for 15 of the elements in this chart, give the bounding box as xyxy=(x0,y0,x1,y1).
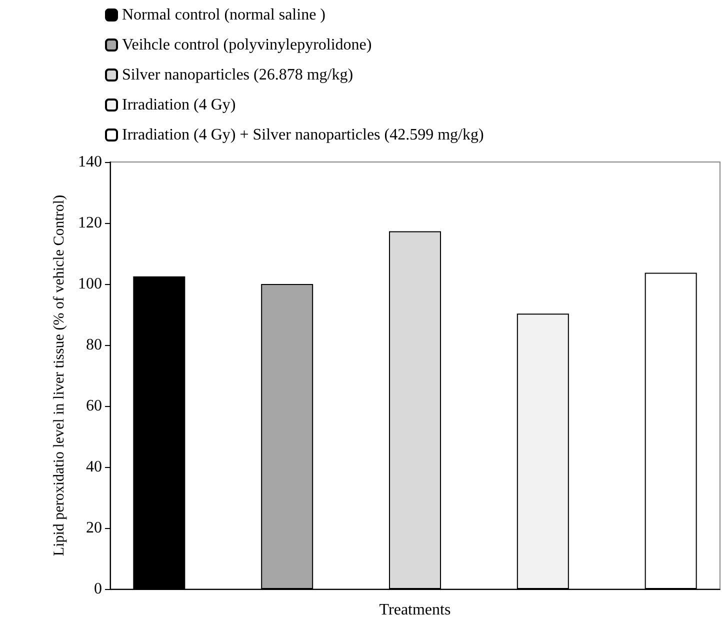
y-tick-label: 20 xyxy=(86,520,102,536)
y-tick-label: 80 xyxy=(86,336,102,354)
y-tick-label: 40 xyxy=(86,458,102,476)
y-tick-label: 120 xyxy=(78,214,102,232)
x-axis-title: Treatments xyxy=(379,601,451,618)
y-tick-label: 60 xyxy=(86,398,102,414)
y-axis-title: Lipid peroxidatio level in liver tissue (% of vehicle Control) xyxy=(52,194,68,556)
legend-label: Normal control (normal saline ) xyxy=(122,6,326,24)
legend-label: Irradiation (4 Gy) + Silver nanoparticles (42.599 mg/kg) xyxy=(122,126,484,144)
legend-label: Veihcle control (polyvinylepyrolidone) xyxy=(122,36,372,54)
legend-label: Irradiation (4 Gy) xyxy=(122,96,236,114)
y-tick-label: 0 xyxy=(94,580,102,598)
y-tick-label: 140 xyxy=(78,154,102,170)
y-tick-label: 100 xyxy=(78,276,102,292)
legend-label: Silver nanoparticles (26.878 mg/kg) xyxy=(122,66,354,84)
